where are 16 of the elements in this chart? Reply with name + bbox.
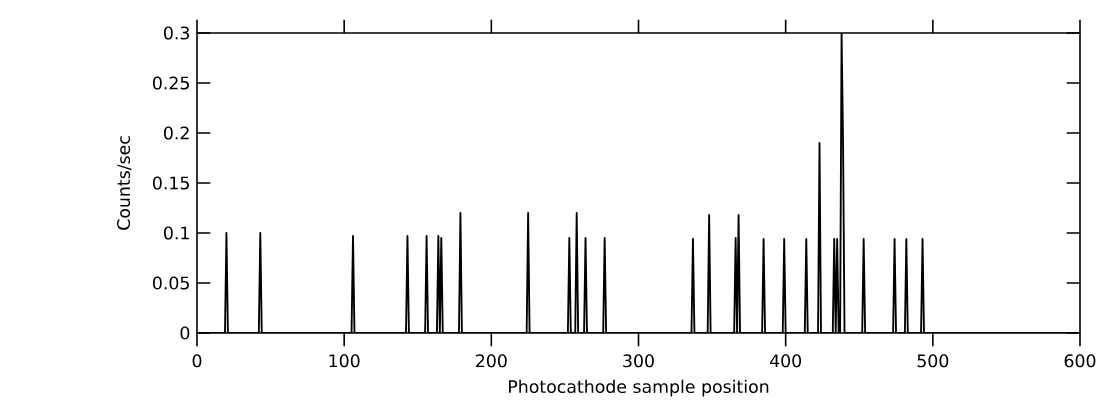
x-tick-label: 300 bbox=[623, 354, 654, 368]
y-tick-label: 0.05 bbox=[152, 276, 189, 290]
x-tick-label: 500 bbox=[917, 354, 949, 368]
x-tick-label: 100 bbox=[329, 354, 360, 368]
y-tick-label: 0.2 bbox=[164, 126, 189, 140]
y-tick-label: 0.3 bbox=[164, 26, 190, 40]
x-tick-label: 200 bbox=[476, 354, 507, 368]
x-axis-title: Photocathode sample position bbox=[509, 379, 769, 397]
x-tick-label: 600 bbox=[1064, 354, 1096, 368]
y-tick-label: 0.15 bbox=[152, 176, 189, 190]
x-tick-label: 400 bbox=[769, 354, 802, 368]
y-tick-label: 0.1 bbox=[164, 226, 189, 240]
y-tick-label: 0 bbox=[180, 326, 190, 340]
x-tick-label: 0 bbox=[192, 354, 202, 368]
y-axis-title: Counts/sec bbox=[117, 136, 132, 230]
y-tick-label: 0.25 bbox=[152, 76, 189, 90]
